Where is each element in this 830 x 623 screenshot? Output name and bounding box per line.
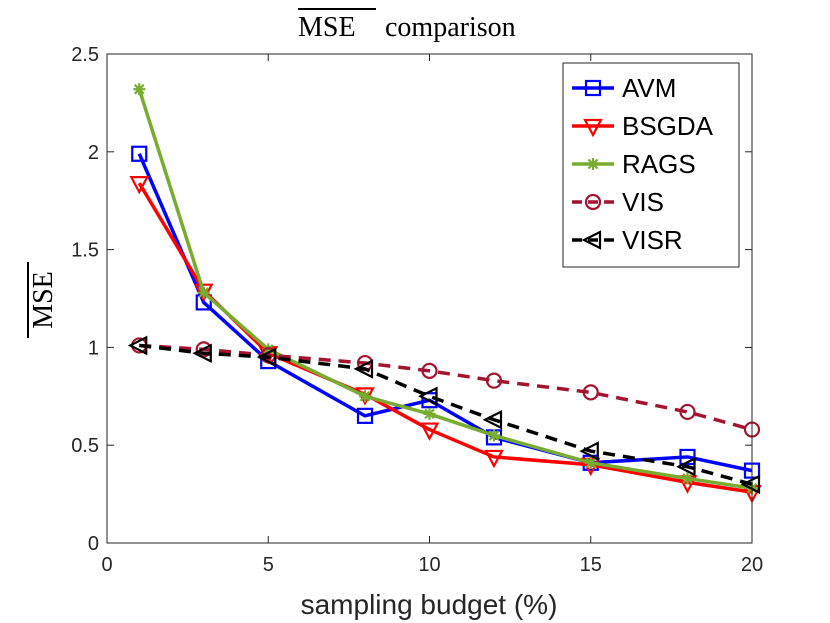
data-point-rags — [423, 407, 436, 420]
data-point-visr — [192, 343, 212, 364]
data-point-bsgda — [484, 449, 504, 469]
data-point-vis — [485, 372, 503, 389]
data-point-visr — [418, 386, 438, 407]
legend-marker — [587, 158, 599, 170]
data-point-visr — [353, 359, 374, 379]
data-point-vis — [582, 384, 599, 401]
series-visr — [127, 335, 761, 495]
data-point-bsgda — [129, 175, 150, 195]
y-tick-label: 1 — [88, 337, 99, 359]
series-line-visr — [139, 343, 753, 487]
legend-marker — [581, 230, 602, 250]
chart-title-main: MSE — [298, 12, 356, 43]
y-tick-label: 0 — [88, 533, 99, 555]
data-point-rags — [197, 286, 210, 299]
data-point-visr — [740, 474, 761, 495]
data-point-avm — [356, 407, 374, 424]
x-tick-label: 15 — [580, 554, 602, 576]
data-point-visr — [256, 347, 277, 367]
data-point-visr — [482, 409, 503, 430]
legend-item-vis: VIS — [572, 187, 664, 217]
legend-marker — [584, 193, 602, 211]
legend-label: BSGDA — [622, 111, 714, 141]
legend-label: RAGS — [622, 149, 696, 179]
data-point-visr — [676, 456, 696, 477]
data-point-rags — [681, 472, 694, 485]
axes: 0 5 10 15 20 0 0.5 1 1.5 2 2.5 — [71, 44, 763, 576]
x-tick-label: 10 — [418, 554, 440, 576]
y-tick-label: 2 — [88, 142, 99, 164]
x-axis-label: sampling budget (%) — [301, 589, 558, 620]
data-point-rags — [359, 390, 371, 403]
legend-item-rags: RAGS — [572, 149, 696, 179]
legend-item-bsgda: BSGDA — [572, 111, 714, 141]
legend: AVM BSGDA RAGS VIS VISR — [562, 62, 740, 268]
legend-label: VISR — [622, 225, 683, 255]
series-layer — [127, 83, 762, 504]
series-rags — [133, 83, 758, 495]
legend-item-visr: VISR — [572, 225, 683, 255]
x-tick-label: 0 — [101, 554, 112, 576]
legend-item-avm: AVM — [572, 73, 676, 103]
data-point-visr — [127, 335, 148, 356]
data-point-bsgda — [419, 422, 440, 441]
series-line-vis — [139, 343, 753, 432]
data-point-rags — [488, 429, 500, 442]
legend-marker — [583, 118, 603, 138]
data-point-rags — [584, 456, 597, 469]
x-tick-label: 20 — [741, 554, 763, 576]
y-axis-label: MSE — [28, 271, 59, 329]
x-tick-label: 5 — [263, 554, 274, 576]
chart-title-rest: comparison — [378, 12, 516, 43]
data-point-rags — [133, 83, 146, 96]
y-tick-label: 0.5 — [71, 435, 99, 457]
data-point-visr — [579, 441, 599, 461]
legend-marker — [584, 79, 602, 97]
legend-label: VIS — [622, 187, 664, 217]
data-point-avm — [131, 145, 148, 162]
y-tick-label: 2.5 — [71, 44, 99, 66]
data-point-avm — [679, 448, 696, 466]
y-tick-label: 1.5 — [71, 240, 99, 262]
y-axis-label-group: MSE — [27, 262, 59, 338]
data-point-vis — [421, 362, 438, 379]
legend-label: AVM — [622, 73, 676, 103]
data-point-vis — [679, 403, 696, 421]
